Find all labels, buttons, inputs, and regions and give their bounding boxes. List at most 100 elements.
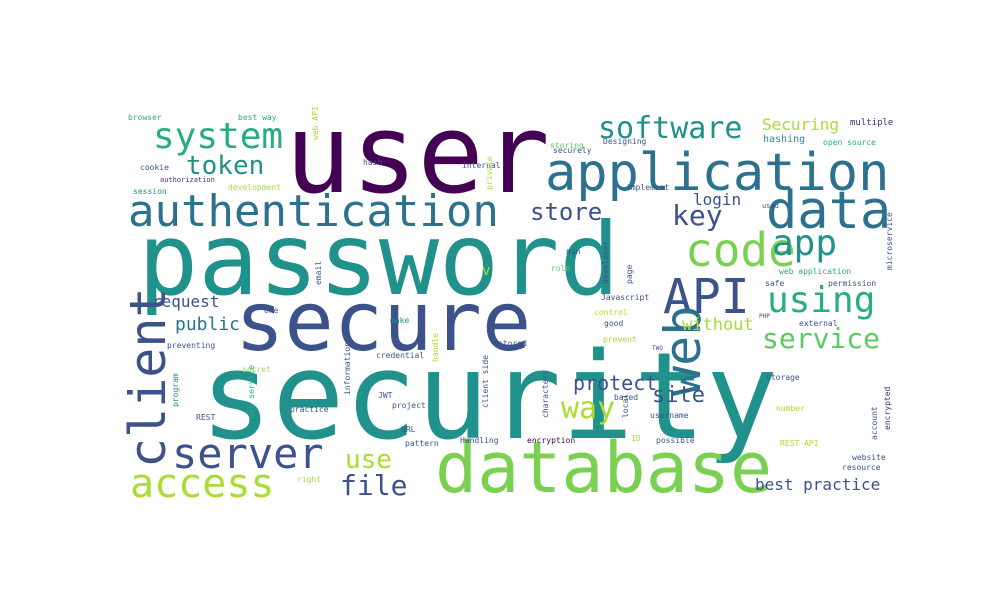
word-web-service: web service [247,365,256,418]
word-username: username [650,411,689,420]
word-v: v [482,263,490,279]
word-non: non [566,247,581,256]
word-login: login [693,190,741,209]
word-client-side: client side [481,355,490,408]
word-role: role [551,264,570,273]
word-storage: storage [766,373,800,382]
word-site: site [652,383,705,408]
word-using: using [767,280,875,321]
word-user: user [285,90,550,218]
word-request: request [152,292,219,311]
word-good: good [604,319,623,328]
word-website: website [852,453,886,462]
word-characters: characters [541,370,550,418]
word-encrypted: encrypted [883,386,892,430]
word-security: security [200,328,778,467]
word-token: token [186,151,264,181]
word-rest: REST [196,413,215,422]
word-hash: hash [363,158,382,167]
word-internal: internal [462,161,501,170]
word-php: PHP [759,313,770,320]
word-database: database [435,427,772,509]
word-app: app [772,223,837,264]
word-open-source: open source [823,138,876,147]
word-web: web [654,306,712,396]
word-code: code [685,223,796,277]
word-securely: securely [553,146,592,155]
word-authorization: authorization [160,176,215,184]
word-make: make [390,316,409,325]
word-application: application [545,143,889,203]
word-development: development [228,183,281,192]
word-service: service [762,322,880,355]
word-javascript: Javascript [601,293,649,302]
word-secret: secret [242,365,271,374]
word-preventing: preventing [167,341,215,350]
word-url: URL [401,425,416,434]
word-page: page [625,265,634,284]
word-web-api: web API [311,106,320,140]
word-resource: resource [842,463,881,472]
word-credential: credential [376,351,424,360]
word-external: external [799,319,838,328]
word-data: data [766,181,891,241]
word-web-application: web application [779,267,851,276]
word-key: key [672,199,723,232]
word-implement: implement [626,183,670,192]
word-practice: practice [290,405,329,414]
word-jwt: JWT [378,391,393,400]
word-cookie: cookie [140,163,169,172]
word-control: control [594,308,628,317]
word-handling: Handling [460,436,499,445]
word-software: software [598,111,743,146]
word-password: password [138,201,620,318]
word-encryption: encryption [527,436,575,445]
word-public: public [175,314,240,335]
word-used: used [762,202,779,210]
word-pattern: pattern [405,439,439,448]
word-based: based [614,393,638,402]
word-access: access [130,461,275,507]
word-right: right [297,475,321,484]
word-use: use [345,445,392,475]
word-protect: protect [573,371,657,395]
word-best-practice: best practice [755,475,880,494]
word-store: store [530,198,602,226]
word-authentication: authentication [128,186,499,237]
word-server: server [172,429,324,478]
word-private: private [485,156,494,190]
word-safe: safe [765,279,784,288]
word-id: ID [631,434,641,443]
word-microservice: microservice [885,212,894,270]
word-without: without [682,315,754,335]
word-developer: developer [601,240,610,284]
word-one: one [264,306,279,315]
word-project: project [392,401,426,410]
word-local: local [621,394,630,418]
word-client: client [119,287,177,468]
word-session: session [133,187,167,196]
word-securing: Securing [762,115,839,134]
word-prevent: prevent [603,335,637,344]
word-secure: secure [235,275,531,370]
word-best-way: best way [238,113,277,122]
word-handle: handle [431,333,440,362]
word-system: system [153,116,283,157]
word-program: program [171,373,180,407]
word-file: file [340,469,407,502]
word-stored: stored [498,339,527,348]
word-hashing: hashing [763,134,805,145]
word-permission: permission [828,279,876,288]
word-information: information [343,342,352,395]
word-storing: storing [550,141,584,150]
word-api: API [663,269,750,325]
word-multiple: multiple [850,118,893,128]
word-browser: browser [128,113,162,122]
word-number: number [776,404,805,413]
word-possible: possible [656,436,695,445]
word-email: email [314,261,323,285]
word-two: TWO [652,345,663,352]
word-designing: Designing [603,137,647,146]
word-way: way [561,391,615,426]
